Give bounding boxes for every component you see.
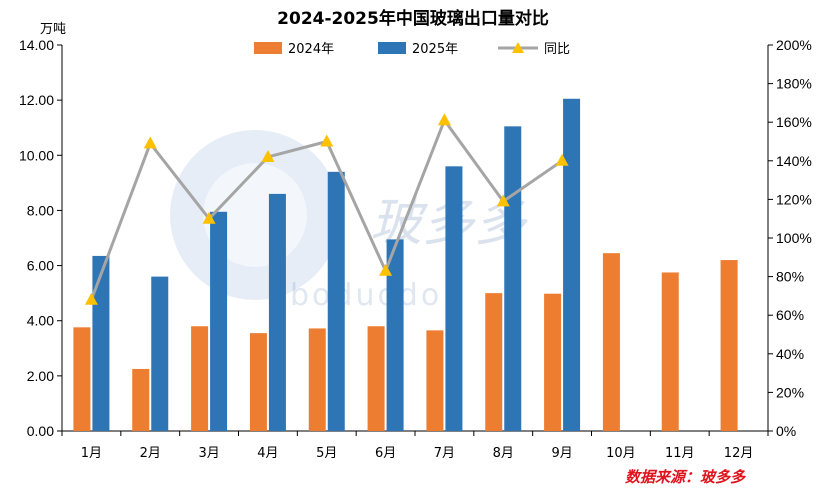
bars [73,98,738,432]
y-left-tick-label: 6.00 [27,258,54,274]
y-left-tick-label: 2.00 [27,368,54,384]
y-right-tick-label: 180% [776,76,812,92]
bar-2024年-7月 [426,330,444,431]
yoy-point-9月 [555,153,569,166]
source-note: 数据来源：玻多多 [625,468,746,486]
y-right-tick-label: 20% [776,384,804,400]
yoy-point-8月 [496,194,510,207]
x-tick-label: 1月 [81,446,102,461]
x-axis-ticks: 1月 2月 3月 4月 5月 6月 7月 8月 9月 10月 11月 12月 [61,431,769,461]
x-tick-label: 3月 [198,446,219,461]
yoy-point-6月 [379,263,393,276]
x-tick-label: 9月 [551,446,572,461]
bar-2024年-6月 [367,326,385,431]
y-right-tick-label: 160% [776,114,812,130]
legend: 2024年 2025年 同比 [254,42,570,57]
legend-swatch-2024 [254,42,282,54]
bar-2024年-1月 [73,327,91,431]
y-left-tick-label: 4.00 [27,313,54,329]
bar-2025年-8月 [504,126,522,431]
bar-2025年-1月 [92,255,110,431]
bar-2024年-11月 [661,272,679,431]
yoy-line [84,113,569,305]
y-right-tick-label: 60% [776,307,804,323]
x-tick-label: 11月 [665,446,695,461]
bar-2025年-9月 [563,98,581,431]
x-tick-label: 4月 [257,446,278,461]
yoy-point-2月 [143,136,157,149]
x-tick-label: 8月 [493,446,514,461]
bar-2024年-5月 [308,328,326,431]
bar-2024年-3月 [191,326,209,431]
x-tick-label: 5月 [316,446,337,461]
yoy-point-7月 [437,113,451,126]
legend-marker-yoy [512,42,524,53]
x-tick-label: 6月 [375,446,396,461]
y-right-tick-label: 80% [776,269,804,285]
legend-label-2024: 2024年 [288,42,334,57]
yoy-point-3月 [202,211,216,224]
x-tick-label: 12月 [724,446,754,461]
legend-swatch-2025 [378,42,406,54]
yoy-point-5月 [320,134,334,147]
bar-2025年-4月 [268,193,286,431]
y-right-tick-label: 40% [776,346,804,362]
bar-2024年-9月 [544,293,562,431]
bar-2024年-2月 [132,368,150,431]
y-right-tick-label: 140% [776,153,812,169]
y-left-tick-label: 10.00 [19,147,54,163]
y-left-tick-label: 14.00 [19,37,54,53]
x-tick-label: 7月 [434,446,455,461]
bar-2025年-2月 [151,276,169,431]
yoy-point-1月 [84,292,98,305]
bar-2025年-6月 [386,239,404,431]
bar-2025年-7月 [445,166,463,432]
chart-title: 2024-2025年中国玻璃出口量对比 [277,8,549,29]
y-right-tick-label: 0% [776,423,796,439]
bar-2024年-8月 [485,293,503,431]
y-left-tick-label: 0.00 [27,423,54,439]
bar-2025年-5月 [327,171,345,432]
y-right-tick-label: 200% [776,37,812,53]
y-left-tick-label: 8.00 [27,202,54,218]
yoy-point-4月 [261,149,275,162]
legend-label-yoy: 同比 [544,42,570,57]
bar-2024年-10月 [602,253,620,431]
y-left-tick-label: 12.00 [19,92,54,108]
bar-2024年-4月 [249,333,267,431]
x-tick-label: 2月 [140,446,161,461]
x-tick-label: 10月 [606,446,636,461]
y-right-tick-label: 120% [776,191,812,207]
bar-2025年-3月 [210,211,228,431]
bar-2024年-12月 [720,260,738,431]
legend-label-2025: 2025年 [412,42,458,57]
y-right-tick-label: 100% [776,230,812,246]
y-axis-unit: 万吨 [40,22,66,37]
watermark-subtext: boduodo [290,278,442,313]
